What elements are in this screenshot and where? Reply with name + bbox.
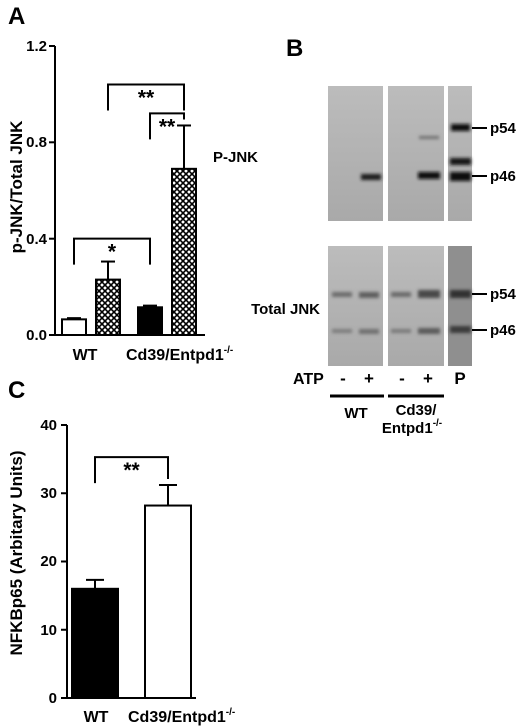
category-label-text: Cd39/Entpd1 [128,709,226,726]
bar [144,504,192,699]
significance-bracket [73,237,151,265]
blot-band [332,292,352,297]
group-label-ko-line2: Entpd1-/- [382,418,442,437]
category-label-superscript: -/- [226,707,235,718]
panel-a-y-axis-label: p-JNK/Total JNK [7,120,26,254]
band-label-p54-bottom: p54 [490,286,517,303]
panel-a-group-label-wt: WT [73,347,98,364]
panel-c-bars [71,484,192,699]
panel-c-y-axis-label: NFKBp65 (Arbitary Units) [7,451,26,656]
y-tick-label: 20 [40,553,57,570]
panel-c-significance: ** [94,456,169,484]
lane-mark: - [340,369,346,388]
bar [71,587,119,699]
band-label-p54-top: p54 [490,120,517,137]
y-tick-label: 0.8 [26,134,47,151]
blot-band [418,290,440,298]
blot-band [391,329,411,333]
group-label-text: WT [73,347,98,364]
blot-band [450,290,471,298]
group-label-ko-line1: Cd39/ [396,402,438,419]
blot-strip [448,86,472,221]
blot-band [332,329,352,333]
significance-label: ** [123,459,140,482]
bar [61,318,87,336]
category-label-text: WT [84,709,109,726]
lane-mark: - [399,369,405,388]
group-label-ko-superscript: -/- [433,418,442,429]
blot-strip [328,246,383,366]
panel-a-significance: ***** [73,83,185,265]
treatment-label-atp: ATP [293,371,324,388]
significance-bracket [149,112,185,140]
blot-band [419,136,439,139]
group-label-superscript: -/- [224,345,233,356]
panel-b-western-blot: P-JNK Total JNK [213,86,517,437]
panel-c-category-label-wt: WT [84,709,109,726]
blot-band [450,326,471,333]
blot-band [391,292,411,297]
blot-bottom [328,246,472,366]
panel-c-y-ticks: 40 30 20 10 0 [40,417,67,707]
significance-label: * [108,241,117,264]
bar [137,306,163,337]
panel-c-category-label-ko: Cd39/Entpd1-/- [128,707,235,726]
panel-c-chart: NFKBp65 (Arbitary Units) 40 30 20 10 0 *… [7,417,235,726]
blot-strip [448,246,472,366]
lane-mark: + [364,369,374,388]
lane-mark: P [454,369,465,388]
blot-band [450,158,471,165]
significance-label: ** [159,115,176,138]
group-label-wt: WT [344,405,367,422]
blot-band [418,172,440,179]
band-label-p46-top: p46 [490,168,516,185]
y-tick-label: 40 [40,417,57,434]
blot-strip [388,86,444,221]
significance-bracket [107,83,185,111]
y-tick-label: 0 [49,690,57,707]
y-tick-label: 10 [40,622,57,639]
group-label-text: Cd39/Entpd1 [126,347,224,364]
blot-row-label-pjnk: P-JNK [213,149,258,166]
y-tick-label: 0.0 [26,327,47,344]
lane-mark: + [423,369,433,388]
blot-band [450,172,471,181]
y-tick-label: 30 [40,485,57,502]
group-label-ko-text: Entpd1 [382,420,433,437]
panel-c-letter: C [8,377,25,404]
blot-strip [328,86,383,221]
panel-a-chart: p-JNK/Total JNK 1.2 0.8 0.4 0.0 ***** WT… [7,38,233,364]
blot-band [359,292,379,298]
blot-row-label-total-jnk: Total JNK [251,301,320,318]
significance-bracket [94,456,169,484]
band-label-p46-bottom: p46 [490,322,516,339]
blot-band [418,328,440,334]
blot-band [359,329,379,334]
blot-band [451,124,470,131]
panel-b-letter: B [286,35,303,62]
significance-label: ** [138,87,155,110]
blot-strip [388,246,444,366]
bar [95,278,121,337]
panel-a-group-label-ko: Cd39/Entpd1-/- [126,345,233,364]
bar [171,167,197,336]
panel-a-bars [61,124,197,337]
panel-a-y-ticks: 1.2 0.8 0.4 0.0 [26,38,55,344]
blot-band [361,174,381,180]
panel-a-letter: A [8,3,25,30]
y-tick-label: 0.4 [26,231,48,248]
y-tick-label: 1.2 [26,38,47,55]
blot-top [328,86,472,221]
